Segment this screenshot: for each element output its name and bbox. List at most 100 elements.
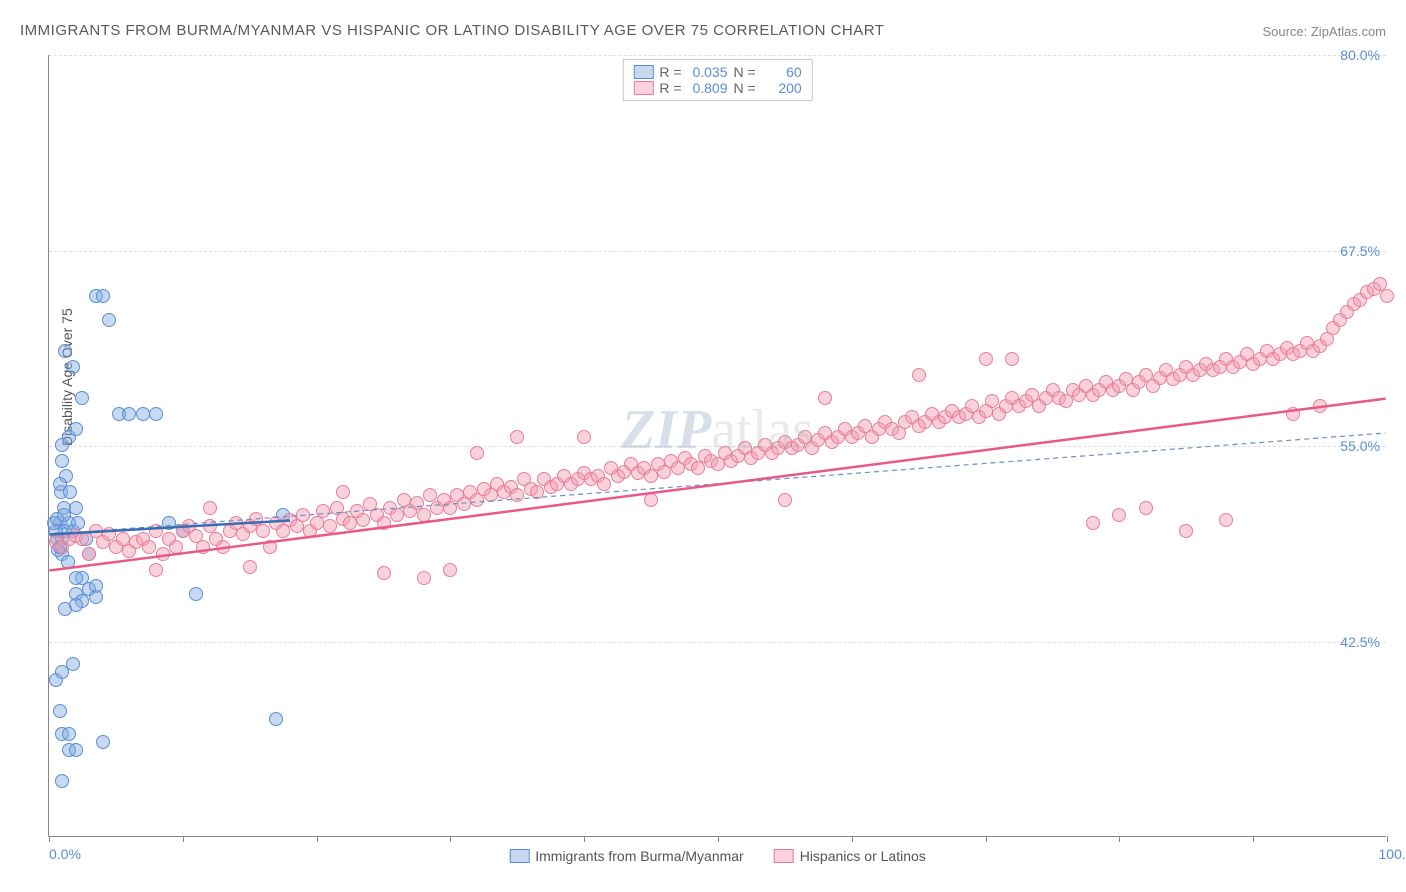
data-point (1340, 305, 1354, 319)
data-point (470, 493, 484, 507)
data-point (624, 457, 638, 471)
data-point (744, 451, 758, 465)
data-point (550, 477, 564, 491)
y-tick-label: 42.5% (1340, 634, 1380, 650)
data-point (49, 524, 63, 538)
data-point (176, 524, 190, 538)
data-point (470, 446, 484, 460)
data-point (477, 482, 491, 496)
data-point (577, 466, 591, 480)
data-point (1219, 513, 1233, 527)
data-point (96, 735, 110, 749)
data-point (979, 404, 993, 418)
legend-row-hispanic: R = 0.809 N = 200 (633, 80, 801, 96)
data-point (918, 415, 932, 429)
data-point (738, 441, 752, 455)
data-point (898, 415, 912, 429)
data-point (53, 704, 67, 718)
data-point (765, 446, 779, 460)
data-point (410, 496, 424, 510)
data-point (497, 485, 511, 499)
data-point (203, 519, 217, 533)
data-point (1052, 391, 1066, 405)
y-tick-label: 67.5% (1340, 243, 1380, 259)
data-point (61, 555, 75, 569)
data-point (1179, 524, 1193, 538)
data-point (75, 571, 89, 585)
data-point (818, 391, 832, 405)
data-point (169, 540, 183, 554)
data-point (657, 465, 671, 479)
data-point (350, 504, 364, 518)
n-value-burma: 60 (762, 64, 802, 80)
data-point (89, 289, 103, 303)
data-point (116, 532, 130, 546)
data-point (142, 540, 156, 554)
data-point (704, 454, 718, 468)
data-point (1233, 355, 1247, 369)
data-point (1039, 391, 1053, 405)
data-point (57, 501, 71, 515)
data-point (82, 547, 96, 561)
data-point (69, 571, 83, 585)
data-point (664, 454, 678, 468)
data-point (53, 477, 67, 491)
data-point (89, 579, 103, 593)
data-point (236, 527, 250, 541)
data-point (109, 540, 123, 554)
data-point (678, 451, 692, 465)
data-point (718, 446, 732, 460)
y-tick-label: 80.0% (1340, 47, 1380, 63)
x-tick-mark (986, 836, 987, 842)
data-point (316, 504, 330, 518)
data-point (591, 469, 605, 483)
data-point (443, 501, 457, 515)
data-point (283, 513, 297, 527)
legend-swatch-hispanic-2 (774, 849, 794, 863)
data-point (992, 407, 1006, 421)
data-point (49, 535, 63, 549)
data-point (1146, 379, 1160, 393)
data-point (1219, 352, 1233, 366)
data-point (136, 407, 150, 421)
data-point (79, 532, 93, 546)
data-point (530, 485, 544, 499)
x-tick-mark (317, 836, 318, 842)
data-point (377, 566, 391, 580)
data-point (851, 426, 865, 440)
data-point (979, 352, 993, 366)
data-point (617, 465, 631, 479)
data-point (47, 516, 61, 530)
data-point (243, 519, 257, 533)
data-point (89, 524, 103, 538)
data-point (223, 524, 237, 538)
data-point (249, 512, 263, 526)
data-point (54, 485, 68, 499)
data-point (55, 540, 69, 554)
data-point (96, 535, 110, 549)
data-point (1266, 352, 1280, 366)
data-point (631, 466, 645, 480)
data-point (55, 532, 69, 546)
data-point (417, 571, 431, 585)
data-point (55, 727, 69, 741)
data-point (209, 532, 223, 546)
data-point (296, 508, 310, 522)
data-point (1012, 399, 1026, 413)
data-point (1072, 388, 1086, 402)
data-point (189, 587, 203, 601)
data-point (1153, 371, 1167, 385)
data-point (1193, 363, 1207, 377)
data-point (66, 524, 80, 538)
data-point (69, 501, 83, 515)
data-point (336, 512, 350, 526)
legend-swatch-burma-2 (509, 849, 529, 863)
data-point (1286, 347, 1300, 361)
x-tick-mark (49, 836, 50, 842)
data-point (892, 426, 906, 440)
data-point (925, 407, 939, 421)
data-point (136, 532, 150, 546)
data-point (356, 513, 370, 527)
data-point (912, 368, 926, 382)
data-point (510, 430, 524, 444)
